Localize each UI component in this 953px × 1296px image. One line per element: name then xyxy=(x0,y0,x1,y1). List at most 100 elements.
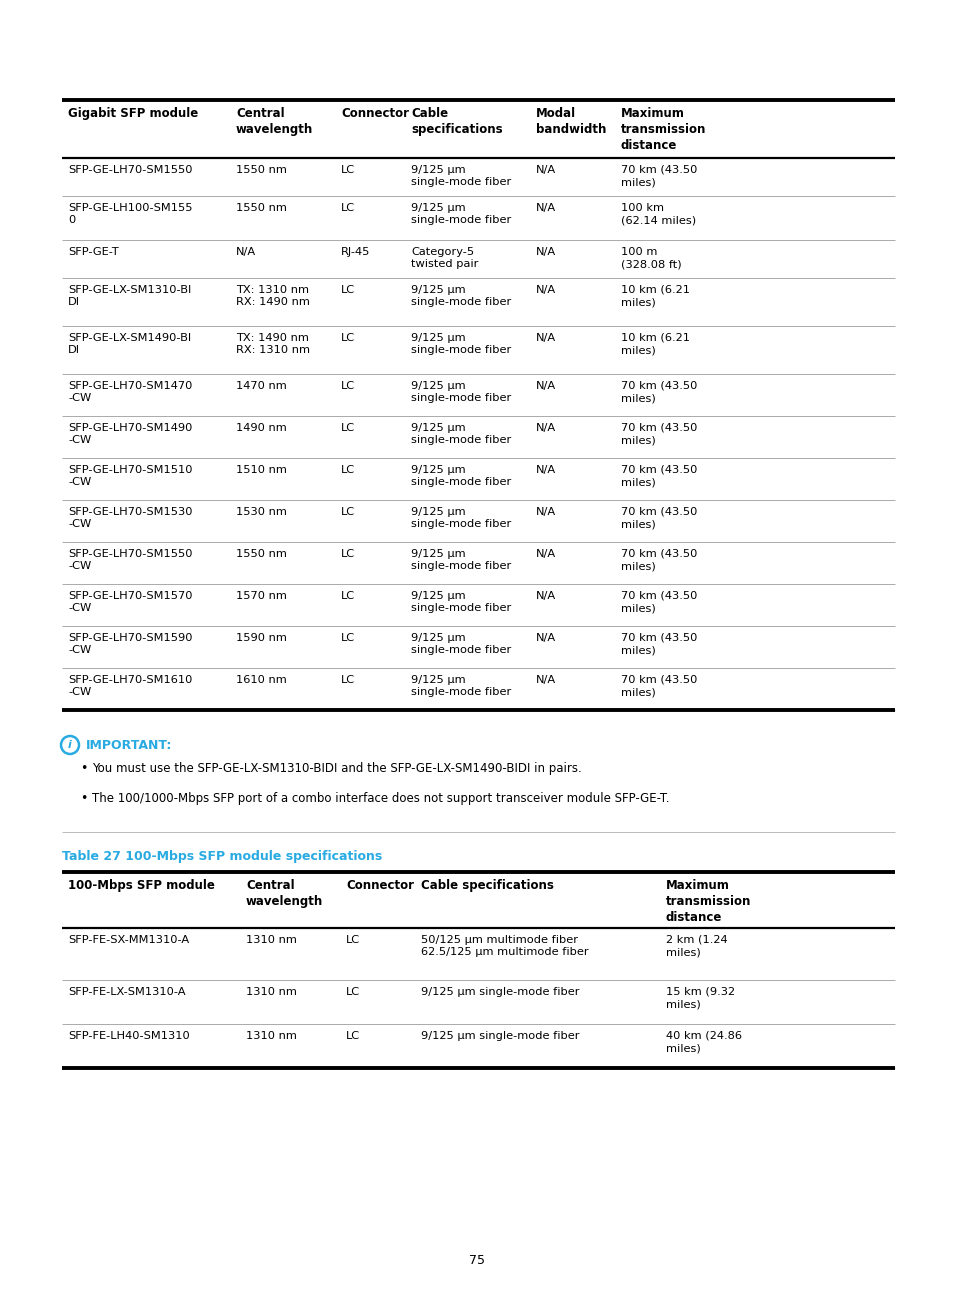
Text: RJ-45: RJ-45 xyxy=(340,248,370,257)
Text: SFP-GE-LH70-SM1530
-CW: SFP-GE-LH70-SM1530 -CW xyxy=(68,507,193,529)
Text: Gigabit SFP module: Gigabit SFP module xyxy=(68,108,198,121)
Text: N/A: N/A xyxy=(536,381,556,391)
Text: TX: 1310 nm
RX: 1490 nm: TX: 1310 nm RX: 1490 nm xyxy=(235,285,310,307)
Text: 70 km (43.50
miles): 70 km (43.50 miles) xyxy=(620,465,697,487)
Text: N/A: N/A xyxy=(536,285,556,295)
Text: 70 km (43.50
miles): 70 km (43.50 miles) xyxy=(620,675,697,697)
Text: 1530 nm: 1530 nm xyxy=(235,507,287,517)
Text: SFP-GE-LH70-SM1510
-CW: SFP-GE-LH70-SM1510 -CW xyxy=(68,465,193,487)
Text: 40 km (24.86
miles): 40 km (24.86 miles) xyxy=(665,1032,741,1054)
Text: 100 km
(62.14 miles): 100 km (62.14 miles) xyxy=(620,203,696,226)
Text: 70 km (43.50
miles): 70 km (43.50 miles) xyxy=(620,165,697,188)
Text: Table 27 100-Mbps SFP module specifications: Table 27 100-Mbps SFP module specificati… xyxy=(62,850,382,863)
Text: SFP-GE-LH70-SM1470
-CW: SFP-GE-LH70-SM1470 -CW xyxy=(68,381,193,403)
Text: 1310 nm: 1310 nm xyxy=(246,1032,296,1041)
Text: 1490 nm: 1490 nm xyxy=(235,422,287,433)
Text: 1310 nm: 1310 nm xyxy=(246,934,296,945)
Text: 1550 nm: 1550 nm xyxy=(235,203,287,213)
Text: SFP-GE-T: SFP-GE-T xyxy=(68,248,118,257)
Text: 9/125 μm
single-mode fiber: 9/125 μm single-mode fiber xyxy=(411,285,511,307)
Text: LC: LC xyxy=(340,422,355,433)
Text: Cable specifications: Cable specifications xyxy=(420,879,554,892)
Text: 9/125 μm
single-mode fiber: 9/125 μm single-mode fiber xyxy=(411,632,511,656)
Text: 15 km (9.32
miles): 15 km (9.32 miles) xyxy=(665,988,735,1010)
Text: 10 km (6.21
miles): 10 km (6.21 miles) xyxy=(620,333,689,355)
Text: SFP-GE-LH70-SM1550: SFP-GE-LH70-SM1550 xyxy=(68,165,193,175)
Text: 2 km (1.24
miles): 2 km (1.24 miles) xyxy=(665,934,727,958)
Text: N/A: N/A xyxy=(536,675,556,686)
Text: 9/125 μm
single-mode fiber: 9/125 μm single-mode fiber xyxy=(411,422,511,446)
Text: •: • xyxy=(80,762,88,775)
Text: 1550 nm: 1550 nm xyxy=(235,165,287,175)
Text: 70 km (43.50
miles): 70 km (43.50 miles) xyxy=(620,632,697,656)
Text: SFP-GE-LH100-SM155
0: SFP-GE-LH100-SM155 0 xyxy=(68,203,193,226)
Text: 9/125 μm
single-mode fiber: 9/125 μm single-mode fiber xyxy=(411,381,511,403)
Text: Connector: Connector xyxy=(346,879,414,892)
Text: 9/125 μm single-mode fiber: 9/125 μm single-mode fiber xyxy=(420,988,578,997)
Text: N/A: N/A xyxy=(536,465,556,476)
Text: LC: LC xyxy=(346,988,359,997)
Text: 1310 nm: 1310 nm xyxy=(246,988,296,997)
Text: 1550 nm: 1550 nm xyxy=(235,550,287,559)
Text: N/A: N/A xyxy=(536,422,556,433)
Text: 100-Mbps SFP module: 100-Mbps SFP module xyxy=(68,879,214,892)
Text: 70 km (43.50
miles): 70 km (43.50 miles) xyxy=(620,422,697,446)
Text: 10 km (6.21
miles): 10 km (6.21 miles) xyxy=(620,285,689,307)
Text: i: i xyxy=(68,740,71,749)
Text: 70 km (43.50
miles): 70 km (43.50 miles) xyxy=(620,381,697,403)
Text: LC: LC xyxy=(340,203,355,213)
Text: LC: LC xyxy=(346,934,359,945)
Text: TX: 1490 nm
RX: 1310 nm: TX: 1490 nm RX: 1310 nm xyxy=(235,333,310,355)
Text: 9/125 μm
single-mode fiber: 9/125 μm single-mode fiber xyxy=(411,165,511,188)
Text: LC: LC xyxy=(340,675,355,686)
Text: N/A: N/A xyxy=(536,591,556,601)
Text: SFP-FE-SX-MM1310-A: SFP-FE-SX-MM1310-A xyxy=(68,934,189,945)
Text: LC: LC xyxy=(340,591,355,601)
Text: Category-5
twisted pair: Category-5 twisted pair xyxy=(411,248,477,270)
Text: SFP-GE-LH70-SM1490
-CW: SFP-GE-LH70-SM1490 -CW xyxy=(68,422,193,446)
Text: SFP-FE-LH40-SM1310: SFP-FE-LH40-SM1310 xyxy=(68,1032,190,1041)
Text: 1470 nm: 1470 nm xyxy=(235,381,287,391)
Text: 70 km (43.50
miles): 70 km (43.50 miles) xyxy=(620,591,697,613)
Text: 1610 nm: 1610 nm xyxy=(235,675,287,686)
Text: N/A: N/A xyxy=(536,550,556,559)
Text: 100 m
(328.08 ft): 100 m (328.08 ft) xyxy=(620,248,680,270)
Text: Central
wavelength: Central wavelength xyxy=(235,108,313,136)
Text: N/A: N/A xyxy=(235,248,255,257)
Text: 9/125 μm
single-mode fiber: 9/125 μm single-mode fiber xyxy=(411,591,511,613)
Text: 1590 nm: 1590 nm xyxy=(235,632,287,643)
Text: 9/125 μm single-mode fiber: 9/125 μm single-mode fiber xyxy=(420,1032,578,1041)
Text: N/A: N/A xyxy=(536,248,556,257)
Text: LC: LC xyxy=(340,165,355,175)
Text: LC: LC xyxy=(340,507,355,517)
Text: 1510 nm: 1510 nm xyxy=(235,465,287,476)
Text: SFP-GE-LH70-SM1590
-CW: SFP-GE-LH70-SM1590 -CW xyxy=(68,632,193,656)
Text: N/A: N/A xyxy=(536,632,556,643)
Text: •: • xyxy=(80,792,88,805)
Text: IMPORTANT:: IMPORTANT: xyxy=(86,739,172,752)
Text: SFP-GE-LH70-SM1570
-CW: SFP-GE-LH70-SM1570 -CW xyxy=(68,591,193,613)
Text: Central
wavelength: Central wavelength xyxy=(246,879,323,908)
Text: SFP-GE-LH70-SM1550
-CW: SFP-GE-LH70-SM1550 -CW xyxy=(68,550,193,572)
Text: Connector: Connector xyxy=(340,108,409,121)
Text: LC: LC xyxy=(340,550,355,559)
Text: N/A: N/A xyxy=(536,507,556,517)
Text: SFP-GE-LX-SM1490-BI
DI: SFP-GE-LX-SM1490-BI DI xyxy=(68,333,191,355)
Text: 9/125 μm
single-mode fiber: 9/125 μm single-mode fiber xyxy=(411,465,511,487)
Text: Cable
specifications: Cable specifications xyxy=(411,108,502,136)
Text: 1570 nm: 1570 nm xyxy=(235,591,287,601)
Text: LC: LC xyxy=(340,632,355,643)
Text: LC: LC xyxy=(340,285,355,295)
Text: You must use the SFP-GE-LX-SM1310-BIDI and the SFP-GE-LX-SM1490-BIDI in pairs.: You must use the SFP-GE-LX-SM1310-BIDI a… xyxy=(91,762,581,775)
Text: 9/125 μm
single-mode fiber: 9/125 μm single-mode fiber xyxy=(411,203,511,226)
Text: 70 km (43.50
miles): 70 km (43.50 miles) xyxy=(620,507,697,529)
Text: SFP-GE-LH70-SM1610
-CW: SFP-GE-LH70-SM1610 -CW xyxy=(68,675,193,697)
Text: Maximum
transmission
distance: Maximum transmission distance xyxy=(620,108,705,152)
Text: Modal
bandwidth: Modal bandwidth xyxy=(536,108,606,136)
Text: N/A: N/A xyxy=(536,165,556,175)
Text: Maximum
transmission
distance: Maximum transmission distance xyxy=(665,879,751,924)
Text: The 100/1000-Mbps SFP port of a combo interface does not support transceiver mod: The 100/1000-Mbps SFP port of a combo in… xyxy=(91,792,669,805)
Text: SFP-FE-LX-SM1310-A: SFP-FE-LX-SM1310-A xyxy=(68,988,185,997)
Text: 9/125 μm
single-mode fiber: 9/125 μm single-mode fiber xyxy=(411,507,511,529)
Text: 70 km (43.50
miles): 70 km (43.50 miles) xyxy=(620,550,697,572)
